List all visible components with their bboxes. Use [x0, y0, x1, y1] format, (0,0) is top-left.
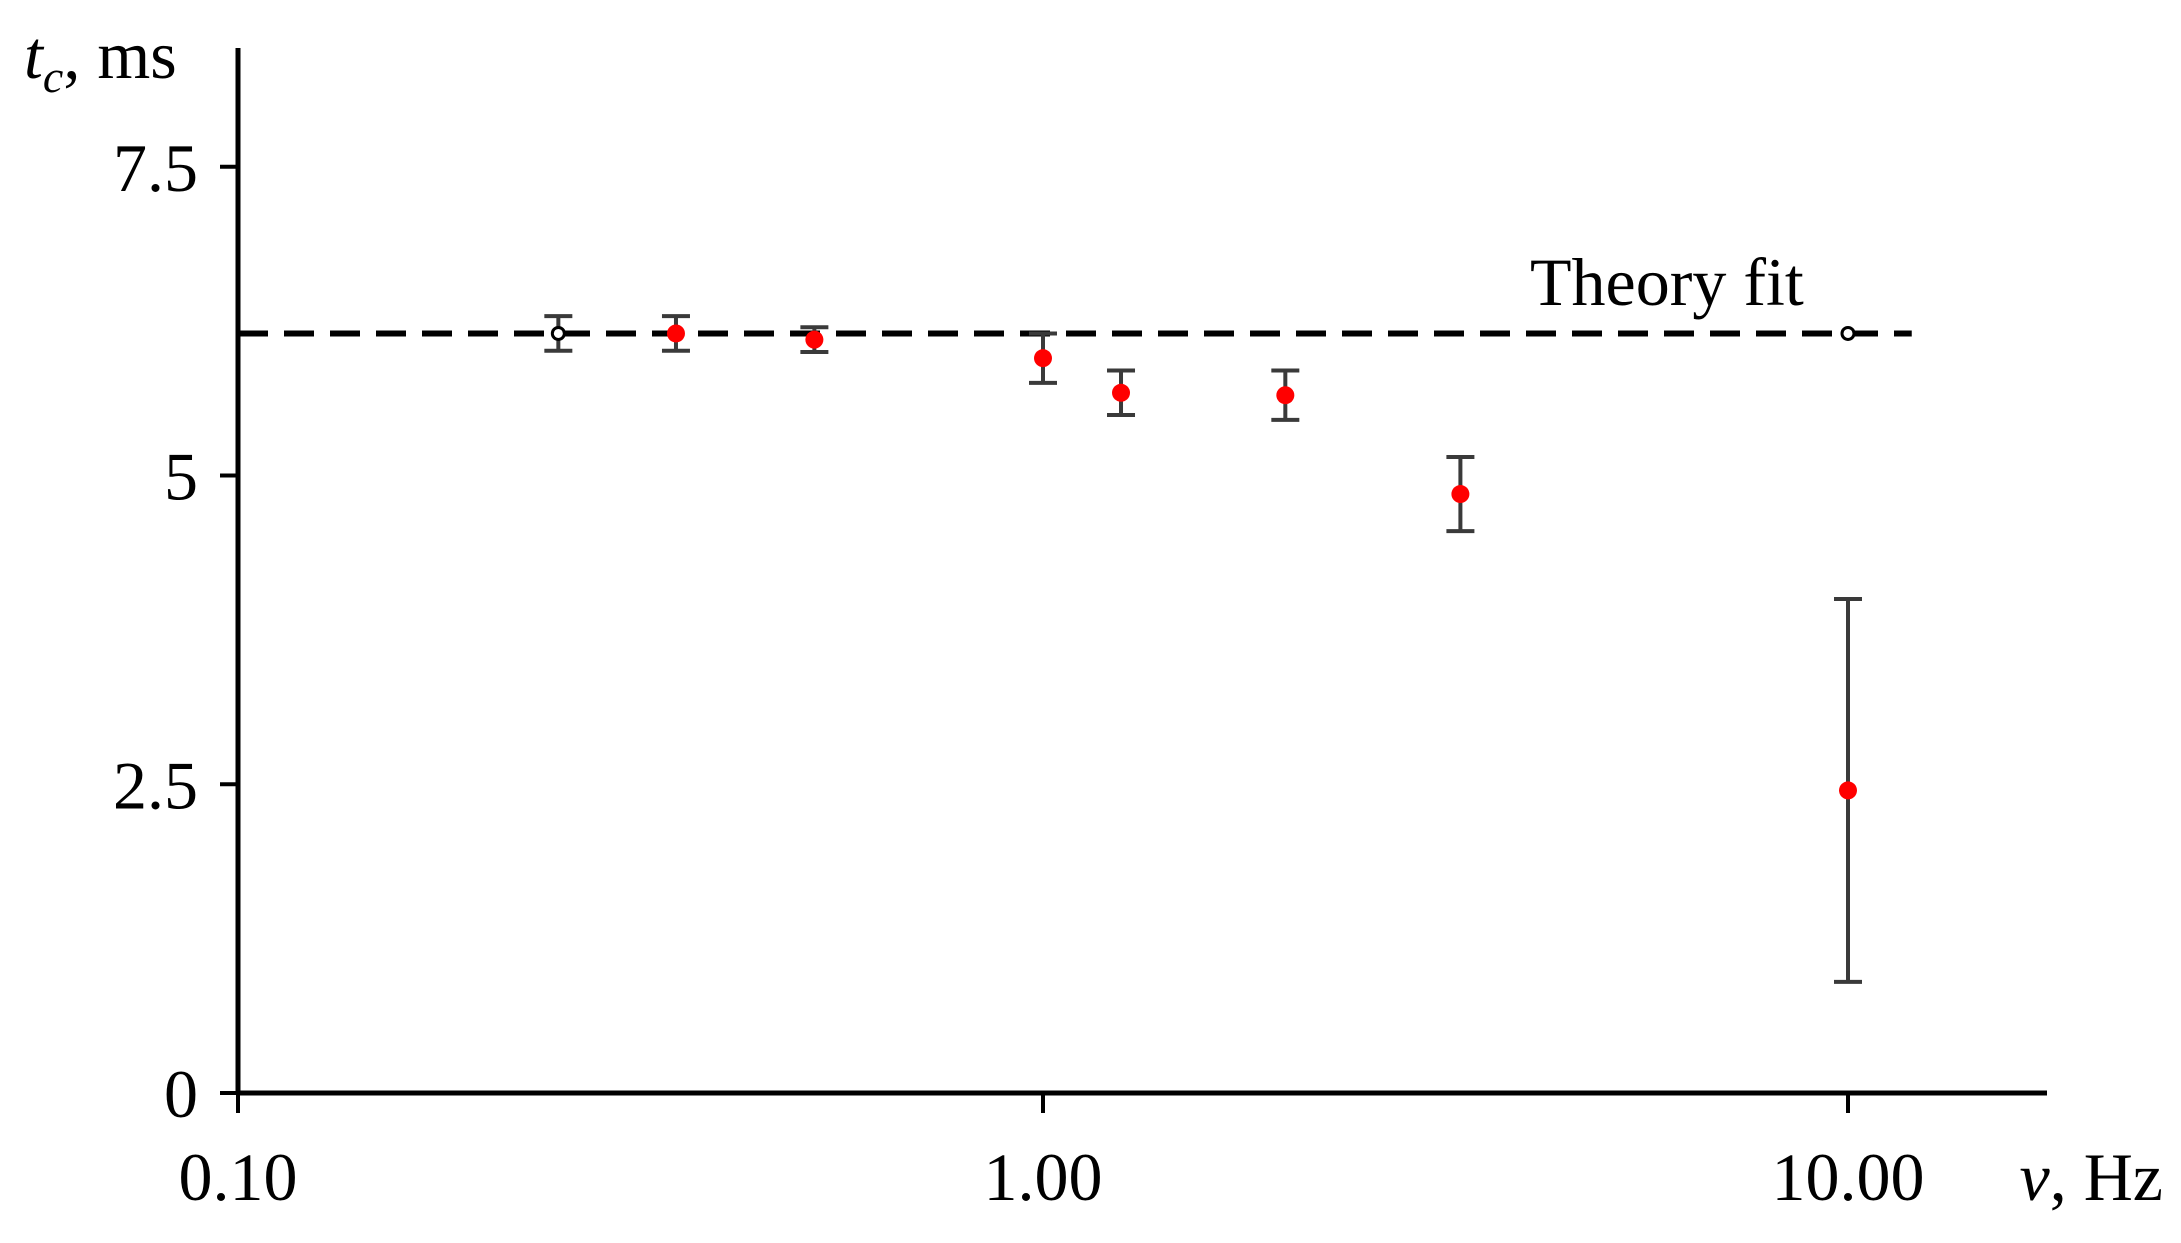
data-points: [544, 314, 1862, 984]
y-tick-label: 0: [164, 1056, 198, 1132]
data-point: [544, 314, 573, 353]
y-tick-label: 7.5: [113, 130, 198, 206]
point-marker: [1839, 781, 1857, 800]
data-point: [1107, 368, 1136, 417]
y-tick-label: 2.5: [113, 747, 198, 823]
data-point: [661, 314, 690, 353]
ticks: 0 2.5 5 7.5 0.10 1.00 10.00: [113, 130, 1925, 1215]
data-point: [1271, 368, 1300, 422]
x-axis-unit: , Hz: [2050, 1139, 2163, 1215]
data-point: [1029, 331, 1057, 385]
theory-fit-label: Theory fit: [1530, 244, 1804, 320]
point-marker-open: [550, 325, 566, 341]
point-marker: [666, 324, 685, 343]
data-point: [800, 325, 829, 354]
point-marker: [1112, 383, 1131, 402]
axes: [235, 48, 2047, 1096]
data-point: [1834, 597, 1862, 984]
x-tick-label: 1.00: [984, 1139, 1103, 1215]
point-marker: [1451, 485, 1470, 504]
x-axis-label: v, Hz: [2020, 1139, 2163, 1215]
y-axis-label: tc, ms: [24, 17, 177, 102]
point-marker: [1034, 349, 1052, 368]
x-tick-label: 0.10: [179, 1139, 298, 1215]
y-axis-unit: , ms: [63, 17, 176, 93]
data-point: [1840, 325, 1856, 341]
y-axis-subscript: c: [43, 51, 63, 102]
data-point: [1446, 454, 1475, 534]
y-tick-label: 5: [164, 439, 198, 515]
point-marker: [805, 330, 824, 349]
x-axis-symbol: v: [2020, 1139, 2051, 1215]
x-tick-label: 10.00: [1772, 1139, 1925, 1215]
point-marker-open: [1840, 325, 1856, 341]
point-marker: [1276, 386, 1295, 405]
y-axis-symbol: t: [24, 17, 45, 93]
